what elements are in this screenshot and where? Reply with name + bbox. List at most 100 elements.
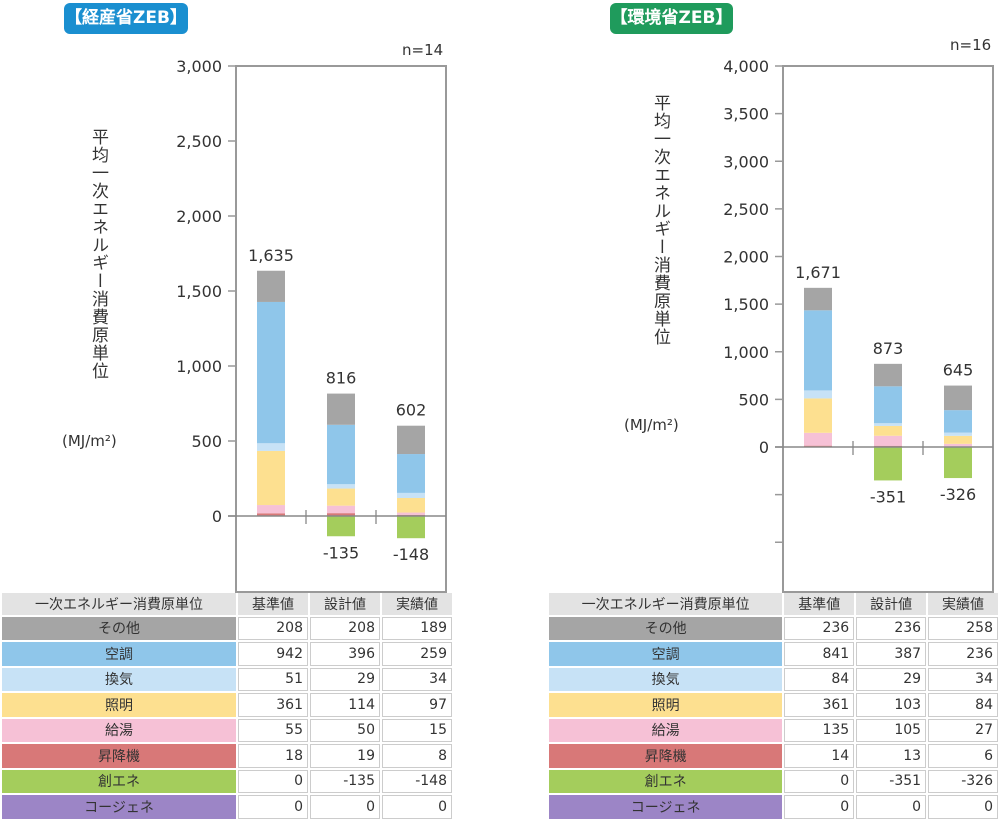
total-label: 645 [943,361,974,380]
row-label: 昇降機 [549,744,783,768]
y-tick-label: 1,000 [176,357,222,376]
row-label: コージェネ [2,795,236,819]
row-label: 創エネ [2,769,236,793]
bar-segment-換気 [944,432,972,436]
cell-value: 0 [238,769,308,793]
cell-value: 34 [928,667,998,691]
cell-value: 114 [310,693,380,717]
cell-value: 84 [784,667,855,691]
row-label: 給湯 [549,718,783,742]
cell-value: 361 [238,693,308,717]
total-label: 1,671 [795,263,841,282]
table-row: 換気 84 29 34 [549,667,998,691]
cell-value: -351 [856,769,927,793]
cell-value: 236 [856,616,927,640]
table-row: 換気 51 29 34 [2,667,452,691]
bar-segment-給湯 [874,435,902,446]
cell-value: 0 [856,795,927,819]
bar-segment-照明 [804,398,832,433]
table-row: 昇降機 18 19 8 [2,744,452,768]
bar-segment-創エネ [397,516,425,539]
data-table-left: 一次エネルギー消費原単位 基準値 設計値 実績値 その他 208 208 189 空調 942 39… [0,591,454,821]
bar-segment-空調 [257,301,285,444]
data-table-right: 一次エネルギー消費原単位 基準値 設計値 実績値 その他 236 236 258 空調 841 38… [547,591,1000,821]
row-label: その他 [2,616,236,640]
negative-label: -351 [870,487,906,506]
header-1: 設計値 [856,593,927,615]
row-label: コージェネ [549,795,783,819]
row-label: その他 [549,616,783,640]
cell-value: 51 [238,667,308,691]
table-row: 空調 841 387 236 [549,642,998,666]
bar-segment-換気 [397,492,425,498]
negative-label: -326 [940,485,976,504]
cell-value: 0 [784,769,855,793]
table-row: その他 208 208 189 [2,616,452,640]
cell-value: 0 [238,795,308,819]
table-row: コージェネ 0 0 0 [549,795,998,819]
bar-segment-換気 [327,484,355,489]
cell-value: 208 [310,616,380,640]
cell-value: 236 [928,642,998,666]
header-label: 一次エネルギー消費原単位 [549,593,783,615]
cell-value: 0 [310,795,380,819]
cell-value: 19 [310,744,380,768]
cell-value: 29 [310,667,380,691]
row-label: 照明 [2,693,236,717]
cell-value: -326 [928,769,998,793]
cell-value: 396 [310,642,380,666]
y-tick-label: 2,500 [723,200,769,219]
table-row: 創エネ 0 -135 -148 [2,769,452,793]
bar-segment-換気 [874,423,902,426]
total-label: 1,635 [248,246,294,265]
cell-value: 84 [928,693,998,717]
cell-value: -135 [310,769,380,793]
bar-segment-照明 [397,498,425,513]
negative-label: -135 [323,543,359,562]
bar-segment-空調 [944,410,972,433]
y-tick-label: 0 [759,438,769,457]
cell-value: 18 [238,744,308,768]
bar-segment-照明 [257,450,285,506]
cell-value: 0 [784,795,855,819]
cell-value: 27 [928,718,998,742]
table-row: 照明 361 114 97 [2,693,452,717]
row-label: 創エネ [549,769,783,793]
header-0: 基準値 [238,593,308,615]
table-row: 給湯 55 50 15 [2,718,452,742]
cell-value: 15 [382,718,452,742]
bar-segment-照明 [874,425,902,436]
cell-value: -148 [382,769,452,793]
cell-value: 97 [382,693,452,717]
cell-value: 841 [784,642,855,666]
y-tick-label: 3,000 [176,57,222,76]
cell-value: 387 [856,642,927,666]
y-axis-unit-left: (MJ/m²) [62,432,117,450]
bar-segment-その他 [804,287,832,311]
bar-segment-給湯 [327,505,355,514]
bar-segment-創エネ [944,447,972,479]
badge-meti-zeb: 【経産省ZEB】 [64,3,188,34]
bar-segment-換気 [804,390,832,399]
bar-segment-昇降機 [257,513,285,516]
cell-value: 105 [856,718,927,742]
row-label: 空調 [549,642,783,666]
plot-frame [782,65,994,593]
cell-value: 50 [310,718,380,742]
bar-segment-創エネ [327,516,355,537]
bar-segment-創エネ [874,447,902,481]
y-tick-label: 2,000 [176,207,222,226]
cell-value: 13 [856,744,927,768]
cell-value: 8 [382,744,452,768]
y-tick-label: 1,500 [723,295,769,314]
bar-segment-昇降機 [327,513,355,516]
table-row: 照明 361 103 84 [549,693,998,717]
header-2: 実績値 [382,593,452,615]
bar-segment-空調 [874,386,902,424]
cell-value: 55 [238,718,308,742]
y-tick-label: 500 [738,390,769,409]
table-row: 給湯 135 105 27 [549,718,998,742]
bar-segment-空調 [397,454,425,493]
bar-segment-給湯 [257,505,285,514]
bar-segment-その他 [944,385,972,411]
